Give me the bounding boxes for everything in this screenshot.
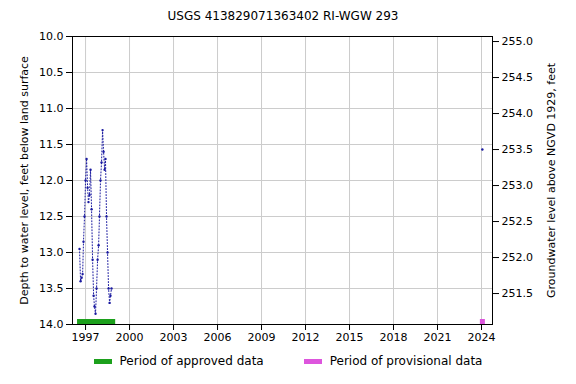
- svg-text:Groundwater level above NGVD 1: Groundwater level above NGVD 1929, feet: [545, 62, 558, 298]
- svg-text:253.0: 253.0: [502, 179, 534, 192]
- html-text:Period of provisional data: Period of provisional data: [329, 354, 483, 368]
- svg-text:253.5: 253.5: [502, 143, 534, 156]
- svg-text:14.0: 14.0: [39, 318, 64, 331]
- svg-text:252.5: 252.5: [502, 215, 534, 228]
- svg-text:12.0: 12.0: [39, 174, 64, 187]
- svg-text:2024: 2024: [468, 331, 496, 344]
- svg-text:2012: 2012: [292, 331, 320, 344]
- svg-text:251.5: 251.5: [502, 287, 534, 300]
- svg-text:252.0: 252.0: [502, 251, 534, 264]
- svg-text:2018: 2018: [380, 331, 408, 344]
- svg-text:1997: 1997: [72, 331, 100, 344]
- svg-text:13.0: 13.0: [39, 246, 64, 259]
- svg-text:2015: 2015: [336, 331, 364, 344]
- svg-text:13.5: 13.5: [39, 282, 64, 295]
- svg-text:254.0: 254.0: [502, 107, 534, 120]
- svg-text:254.5: 254.5: [502, 71, 534, 84]
- svg-text:2000: 2000: [116, 331, 144, 344]
- svg-text:12.5: 12.5: [39, 210, 64, 223]
- svg-text:2006: 2006: [204, 331, 232, 344]
- svg-text:2003: 2003: [160, 331, 188, 344]
- html-text:USGS 413829071363402 RI-WGW 29: USGS 413829071363402 RI-WGW 293: [167, 9, 399, 23]
- svg-text:Depth to water level, feet bel: Depth to water level, feet below land su…: [18, 56, 31, 305]
- svg-text:11.5: 11.5: [39, 138, 64, 151]
- svg-text:11.0: 11.0: [39, 102, 64, 115]
- svg-text:10.5: 10.5: [39, 66, 64, 79]
- svg-text:10.0: 10.0: [39, 30, 64, 43]
- svg-text:2021: 2021: [424, 331, 452, 344]
- svg-text:2009: 2009: [248, 331, 276, 344]
- html-text:Period of approved data: Period of approved data: [119, 354, 264, 368]
- svg-text:255.0: 255.0: [502, 35, 534, 48]
